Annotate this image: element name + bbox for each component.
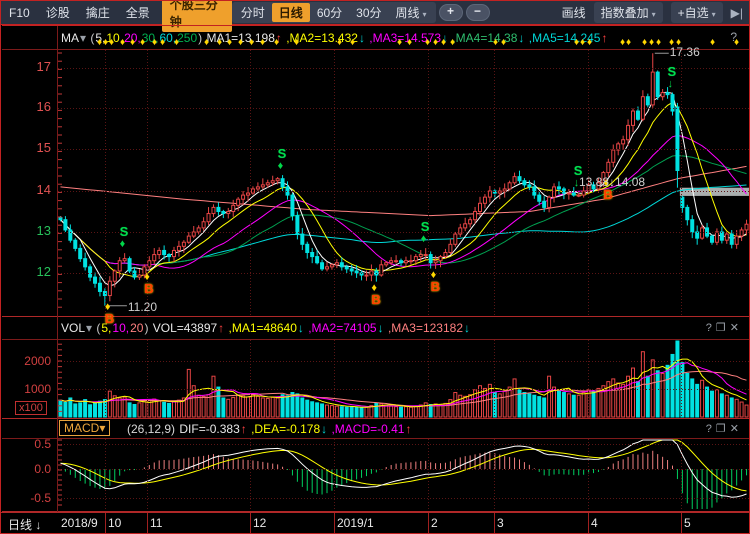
vol-indicator-header[interactable]: VOL▾ (5,10,20) VOL=43897↑ ,MA1=48640↓ ,M… — [61, 321, 471, 335]
ma-indicator-header[interactable]: MA▾ (5,10,20,30,60,250) MA1=13.198↑ ,MA2… — [61, 31, 608, 45]
arrow-down-icon: ↓ — [35, 518, 42, 532]
chevron-down-icon: ▾ — [651, 10, 656, 19]
month-label: 10 — [108, 516, 122, 530]
panorama-button[interactable]: 全景 — [125, 6, 150, 20]
volume-unit-label: x100 — [15, 401, 47, 415]
add-watchlist-button[interactable]: +自选 ▾ — [670, 2, 723, 23]
month-label: 5 — [684, 516, 691, 530]
month-label: 2018/9 — [61, 516, 98, 530]
stock-3min-button[interactable]: 个股三分钟 — [161, 1, 232, 32]
month-label: 2019/1 — [337, 516, 374, 530]
month-separator — [105, 513, 106, 533]
zoom-in-button[interactable]: + — [438, 4, 463, 21]
f10-button[interactable]: F10 — [9, 5, 30, 20]
month-separator — [250, 513, 251, 533]
period-indicator[interactable]: 日线 ↓ — [8, 518, 42, 532]
draw-line-button[interactable]: 画线 — [561, 6, 586, 20]
help-icon[interactable]: ? — [730, 30, 737, 44]
diagnose-button[interactable]: 诊股 — [45, 6, 70, 20]
index-overlay-button[interactable]: 指数叠加 ▾ — [593, 2, 663, 23]
period-intraday[interactable]: 分时 — [240, 6, 265, 20]
bottom-axis-bar: 日线 ↓ 2018/9 10 11 12 2019/1 2 3 4 5 — [1, 512, 749, 533]
macd-selector[interactable]: MACD▾ — [59, 420, 111, 436]
top-toolbar: F10 诊股 擒庄 全景 个股三分钟 分时 日线 60分 30分 周线 ▾ + −… — [1, 1, 749, 32]
close-icon[interactable]: ✕ — [729, 423, 743, 435]
help-icon[interactable]: ? — [705, 322, 716, 334]
chevron-down-icon: ▾ — [422, 10, 427, 19]
period-60min[interactable]: 60分 — [316, 6, 343, 20]
help-icon[interactable]: ? — [705, 423, 716, 435]
period-segment: 分时 日线 60分 30分 周线 ▾ — [231, 2, 436, 23]
period-30min[interactable]: 30分 — [356, 6, 382, 20]
chevron-down-icon: ▾ — [711, 10, 716, 19]
popout-icon[interactable]: ❐ — [715, 322, 730, 334]
month-separator — [494, 513, 495, 533]
month-label: 3 — [497, 516, 504, 530]
period-daily[interactable]: 日线 — [271, 3, 310, 22]
collapse-right-icon[interactable]: ▶| — [730, 5, 743, 20]
month-label: 11 — [150, 516, 163, 530]
close-icon[interactable]: ✕ — [729, 322, 743, 334]
period-weekly[interactable]: 周线 ▾ — [395, 6, 427, 20]
month-label: 2 — [431, 516, 438, 530]
period-toolbar: 分时 日线 60分 30分 周线 ▾ + − 画线 指数叠加 ▾ +自选 ▾ ▶| — [231, 2, 749, 23]
month-separator — [681, 513, 682, 533]
popout-icon[interactable]: ❐ — [715, 423, 730, 435]
zoom-out-button[interactable]: − — [465, 4, 490, 21]
month-separator — [428, 513, 429, 533]
month-label: 4 — [591, 516, 598, 530]
macd-indicator-header[interactable]: (26,12,9) DIF=-0.383↑ ,DEA=-0.178↓ ,MACD… — [127, 422, 412, 436]
vol-pane-icons: ?❐✕ — [706, 321, 743, 334]
month-label: 12 — [253, 516, 267, 530]
banker-button[interactable]: 擒庄 — [85, 6, 110, 20]
month-separator — [334, 513, 335, 533]
month-separator — [588, 513, 589, 533]
month-separator — [147, 513, 148, 533]
macd-pane-icons: ?❐✕ — [706, 422, 743, 435]
